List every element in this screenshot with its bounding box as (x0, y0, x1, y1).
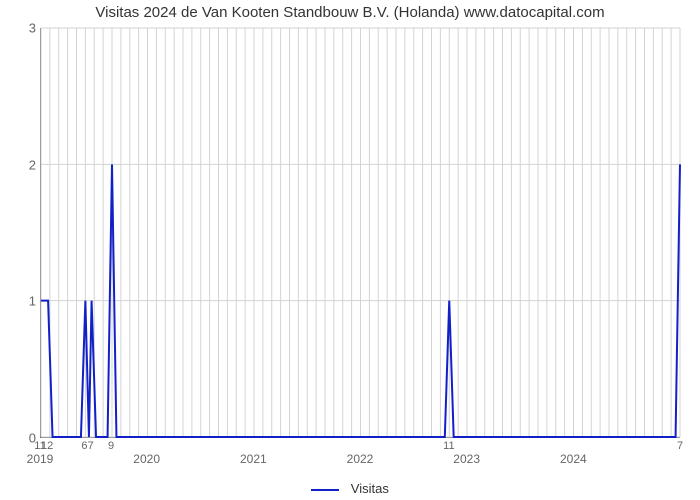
x-year-label: 2020 (133, 452, 160, 466)
plot-svg (41, 28, 680, 437)
x-point-label: 7 (677, 440, 683, 452)
x-year-label: 2022 (347, 452, 374, 466)
legend: Visitas (0, 481, 700, 496)
chart-title: Visitas 2024 de Van Kooten Standbouw B.V… (0, 4, 700, 21)
x-year-label: 2023 (453, 452, 480, 466)
x-point-label: 7 (88, 440, 94, 452)
chart-container: Visitas 2024 de Van Kooten Standbouw B.V… (0, 0, 700, 500)
x-point-label: 6 (81, 440, 87, 452)
x-point-label: 11 (443, 440, 454, 452)
y-tick-label: 3 (18, 21, 36, 36)
x-year-label: 2019 (27, 452, 54, 466)
legend-label: Visitas (351, 481, 389, 496)
legend-swatch (311, 489, 339, 491)
x-year-label: 2024 (560, 452, 587, 466)
x-point-label: 9 (108, 440, 114, 452)
y-tick-label: 1 (18, 294, 36, 309)
x-year-label: 2021 (240, 452, 267, 466)
y-tick-label: 2 (18, 157, 36, 172)
x-point-label: 12 (41, 440, 53, 452)
plot-area (40, 28, 680, 438)
